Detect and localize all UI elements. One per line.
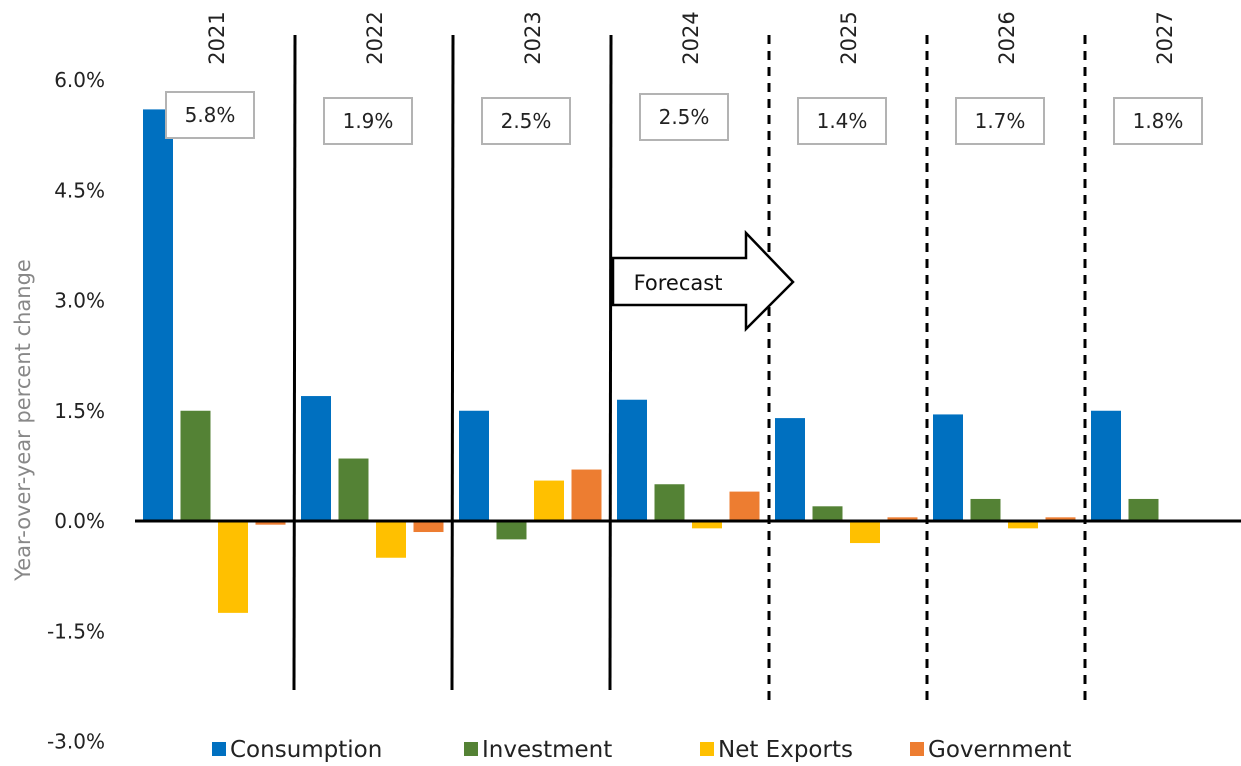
total-box-2021 <box>165 91 255 139</box>
forecast-arrow <box>611 229 795 333</box>
y-axis-label-group: Year-over-year percent change <box>11 259 35 582</box>
y-tick-label: 6.0% <box>54 68 105 92</box>
bar-investment-2021 <box>180 410 211 521</box>
total-label-2027: 1.8% <box>1133 109 1184 133</box>
year-label-2027: 2027 <box>1153 11 1177 64</box>
total-box-2025 <box>797 97 887 145</box>
y-tick-label: 1.5% <box>54 399 105 423</box>
legend-label-investment: Investment <box>482 737 612 763</box>
year-divider <box>292 34 297 691</box>
total-label-2022: 1.9% <box>343 109 394 133</box>
bar-net-exports-2023 <box>534 480 564 521</box>
year-label-2025: 2025 <box>837 11 861 64</box>
legend-label-consumption: Consumption <box>230 737 382 763</box>
bar-government-2025 <box>887 517 918 521</box>
year-label-2022: 2022 <box>363 11 387 64</box>
y-tick-label: 0.0% <box>54 509 105 533</box>
bar-investment-2026 <box>970 498 1001 521</box>
total-box-2024 <box>639 93 729 141</box>
forecast-label: Forecast <box>634 271 723 295</box>
year-label-2026: 2026 <box>995 11 1019 64</box>
bar-net-exports-2024 <box>692 521 722 529</box>
bar-consumption-2022 <box>301 396 331 521</box>
year-label-2024: 2024 <box>679 11 703 64</box>
bar-net-exports-2026 <box>1008 521 1038 529</box>
total-label-2021: 5.8% <box>185 103 236 127</box>
y-axis-label: Year-over-year percent change <box>11 259 35 582</box>
total-label-2023: 2.5% <box>501 109 552 133</box>
total-box-2022 <box>323 97 413 145</box>
year-divider <box>608 34 613 691</box>
total-label-2026: 1.7% <box>975 109 1026 133</box>
legend-swatch-consumption <box>212 742 226 756</box>
bar-consumption-2026 <box>933 414 963 521</box>
legend-label-government: Government <box>928 737 1071 763</box>
total-label-2025: 1.4% <box>817 109 868 133</box>
total-label-2024: 2.5% <box>659 105 710 129</box>
bar-investment-2022 <box>338 458 369 521</box>
bar-investment-2025 <box>812 506 843 521</box>
y-tick-label: 4.5% <box>54 178 105 202</box>
bar-government-2023 <box>571 469 602 521</box>
year-label-2021: 2021 <box>205 11 229 64</box>
bar-investment-2024 <box>654 484 685 521</box>
y-tick-label: 3.0% <box>54 289 105 313</box>
legend-swatch-investment <box>464 742 478 756</box>
bar-consumption-2025 <box>775 418 805 521</box>
legend-label-net-exports: Net Exports <box>718 737 853 763</box>
bar-consumption-2021 <box>143 109 173 522</box>
bar-investment-2023 <box>496 521 527 540</box>
bar-consumption-2027 <box>1091 410 1121 521</box>
bar-net-exports-2025 <box>850 521 880 544</box>
bar-consumption-2024 <box>617 399 647 521</box>
total-box-2026 <box>955 97 1045 145</box>
total-box-2027 <box>1113 97 1203 145</box>
bar-net-exports-2022 <box>376 521 406 558</box>
bar-net-exports-2021 <box>218 521 248 613</box>
legend-swatch-net-exports <box>700 742 714 756</box>
legend-swatch-government <box>910 742 924 756</box>
bar-investment-2027 <box>1128 498 1159 521</box>
y-tick-label: -1.5% <box>47 619 105 643</box>
bar-government-2024 <box>729 491 760 521</box>
bar-government-2022 <box>413 521 444 533</box>
year-label-2023: 2023 <box>521 11 545 64</box>
total-box-2023 <box>481 97 571 145</box>
y-tick-label: -3.0% <box>47 730 105 754</box>
year-divider <box>450 34 455 691</box>
bar-government-2026 <box>1045 517 1076 521</box>
bar-consumption-2023 <box>459 410 489 521</box>
bar-government-2021 <box>255 521 286 525</box>
